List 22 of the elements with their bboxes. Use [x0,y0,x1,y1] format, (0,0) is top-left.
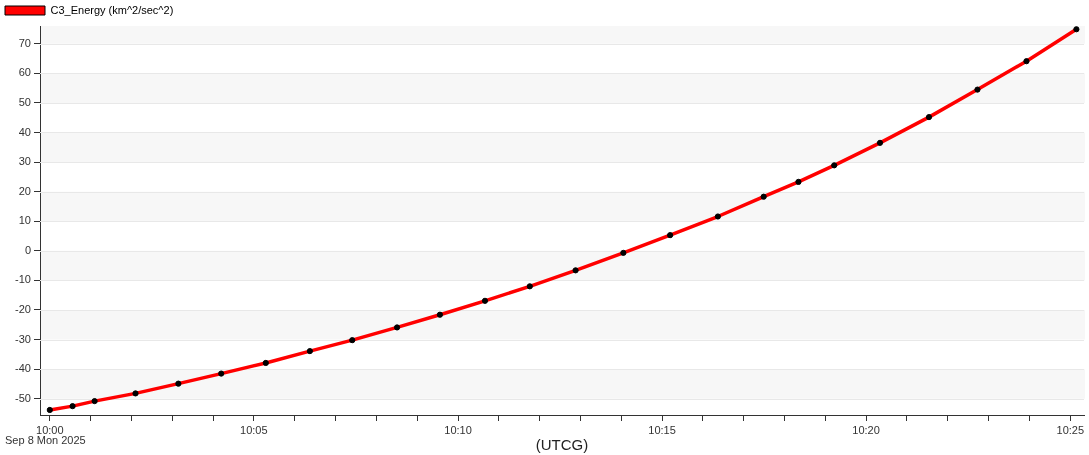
y-tick-label: -50 [15,391,31,404]
y-tick-label: 0 [24,243,31,256]
y-tick-label: 40 [18,125,31,138]
legend-label: C3_Energy (km^2/sec^2) [50,3,174,16]
y-tick-label: -10 [15,273,31,286]
x-axis-title: (UTCG) [535,436,589,454]
x-tick-label: 10:05 [240,423,268,436]
y-tick-label: 60 [18,66,31,79]
y-tick-label: 30 [18,155,31,168]
text: Sep 8 Mon 2025 [5,434,86,447]
y-tick-label: -30 [15,332,31,345]
y-tick-label: 10 [18,214,31,227]
y-tick-label: -20 [15,303,31,316]
y-tick-label: -40 [15,362,31,375]
y-tick-label: 50 [18,95,31,108]
y-tick-label: 20 [18,184,31,197]
x-tick-label: 10:10 [444,423,472,436]
y-tick-label: 70 [18,36,31,49]
x-tick-label: 10:15 [648,423,676,436]
x-tick-label: 10:00 [36,423,64,436]
x-tick-label: 10:25 [1056,423,1085,436]
x-tick-label: 10:20 [852,423,880,436]
